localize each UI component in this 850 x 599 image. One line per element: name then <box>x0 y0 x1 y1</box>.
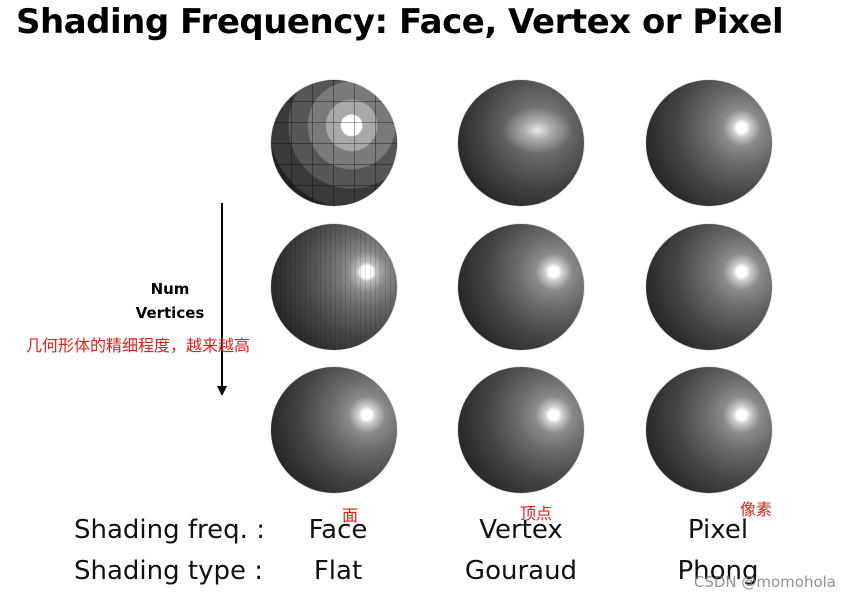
num-vertices-arrow-line <box>221 203 223 387</box>
sphere-flat-high <box>271 367 397 493</box>
page-title: Shading Frequency: Face, Vertex or Pixel <box>16 2 784 42</box>
num-vertices-label: Num Vertices <box>135 280 205 322</box>
sphere-phong-low <box>646 80 772 206</box>
shading-type-label: Shading type : <box>74 556 263 586</box>
watermark: CSDN @momohola <box>693 573 836 591</box>
sphere-gouraud-high <box>458 367 584 493</box>
face-cn-annotation: 面 <box>342 506 359 525</box>
sphere-gouraud-low <box>458 80 584 206</box>
freq-face: Face <box>308 515 368 545</box>
geometry-detail-annotation: 几何形体的精细程度，越来越高 <box>26 336 251 355</box>
shading-freq-label: Shading freq. : <box>74 515 265 545</box>
sphere-flat-mid <box>271 224 397 350</box>
sphere-phong-high <box>646 367 772 493</box>
freq-pixel: Pixel <box>687 515 749 545</box>
sphere-phong-mid <box>646 224 772 350</box>
freq-vertex: Vertex <box>479 515 563 545</box>
sphere-gouraud-mid <box>458 224 584 350</box>
type-flat: Flat <box>313 556 363 586</box>
sphere-flat-low <box>271 80 397 206</box>
down-arrow-icon <box>217 386 227 396</box>
type-phong: Phong <box>677 556 759 586</box>
pixel-cn-annotation: 像素 <box>740 500 773 519</box>
vertex-cn-annotation: 顶点 <box>520 504 553 523</box>
type-gouraud: Gouraud <box>464 556 578 586</box>
